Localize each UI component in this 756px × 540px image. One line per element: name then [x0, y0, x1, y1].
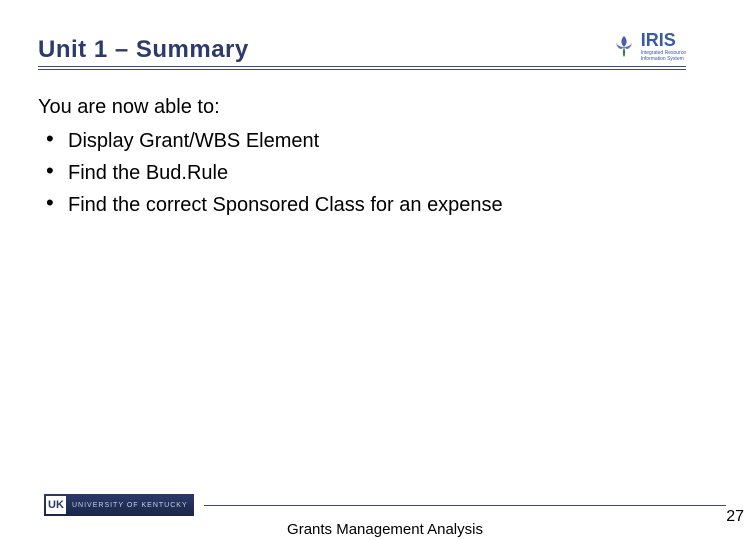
uk-text: UNIVERSITY OF KENTUCKY	[72, 502, 188, 509]
iris-name: IRIS	[641, 30, 686, 51]
slide-body: You are now able to: Display Grant/WBS E…	[38, 92, 696, 222]
bullet-text: Find the correct Sponsored Class for an …	[68, 194, 503, 216]
list-item: Display Grant/WBS Element	[64, 126, 696, 156]
bullet-text: Find the Bud.Rule	[68, 162, 228, 184]
footer-divider	[204, 505, 726, 506]
bullet-list: Display Grant/WBS Element Find the Bud.R…	[38, 126, 696, 220]
iris-sub2: Information System	[641, 57, 686, 63]
iris-text-block: IRIS Integrated Resource Information Sys…	[641, 30, 686, 62]
list-item: Find the Bud.Rule	[64, 158, 696, 188]
iris-logo: IRIS Integrated Resource Information Sys…	[611, 30, 686, 64]
uk-logo: UK UNIVERSITY OF KENTUCKY	[44, 494, 194, 516]
footer-title: Grants Management Analysis	[287, 521, 483, 538]
title-text: Unit 1 – Summary	[38, 36, 249, 63]
slide-header: Unit 1 – Summary IRIS Integrated Resourc…	[38, 30, 686, 70]
intro-text: You are now able to:	[38, 92, 696, 122]
slide-footer: UK UNIVERSITY OF KENTUCKY Grants Managem…	[44, 494, 726, 516]
slide-title: Unit 1 – Summary	[38, 36, 249, 64]
uk-mark: UK	[46, 496, 66, 514]
slide: Unit 1 – Summary IRIS Integrated Resourc…	[0, 0, 756, 540]
iris-flower-icon	[611, 33, 637, 59]
list-item: Find the correct Sponsored Class for an …	[64, 190, 696, 220]
page-number: 27	[726, 508, 744, 526]
bullet-text: Display Grant/WBS Element	[68, 130, 319, 152]
